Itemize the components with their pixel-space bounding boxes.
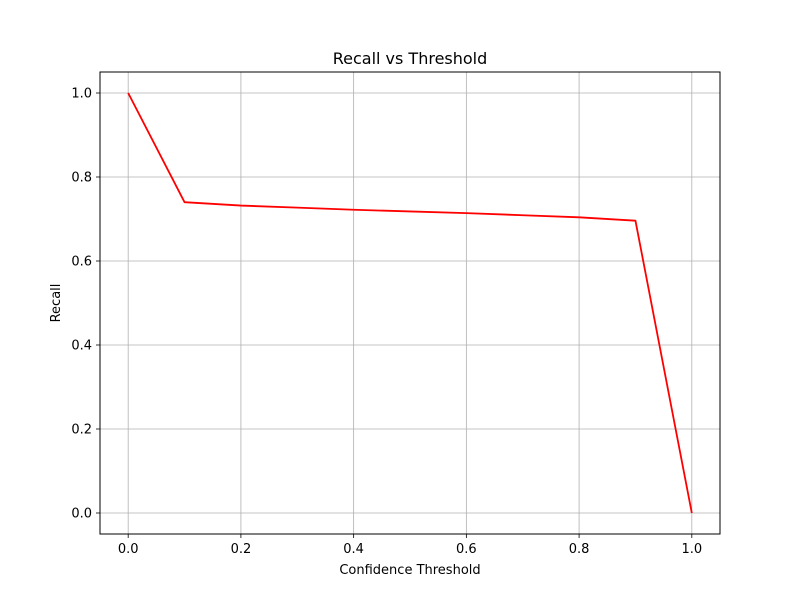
x-tick-label: 0.4 <box>343 542 364 557</box>
x-tick-label: 0.6 <box>456 542 477 557</box>
y-tick-label: 0.4 <box>71 339 92 354</box>
grid <box>100 72 720 534</box>
recall-line <box>127 92 693 514</box>
x-tick-label: 1.0 <box>681 542 702 557</box>
chart-title: Recall vs Threshold <box>333 49 488 68</box>
y-axis-ticks: 0.0 0.2 0.4 0.6 0.8 1.0 <box>71 87 100 522</box>
y-tick-label: 0.6 <box>71 255 92 270</box>
series-layer <box>127 92 693 514</box>
y-tick-label: 0.8 <box>71 171 92 186</box>
plot-frame <box>99 71 721 535</box>
y-tick-label: 1.0 <box>71 87 92 102</box>
y-axis-label: Recall <box>49 284 64 323</box>
x-tick-label: 0.0 <box>118 542 139 557</box>
x-axis-label: Confidence Threshold <box>339 563 480 578</box>
x-axis-ticks: 0.0 0.2 0.4 0.6 0.8 1.0 <box>118 534 702 557</box>
x-tick-label: 0.8 <box>569 542 590 557</box>
x-tick-label: 0.2 <box>231 542 252 557</box>
y-tick-label: 0.0 <box>71 507 92 522</box>
y-tick-label: 0.2 <box>71 423 92 438</box>
